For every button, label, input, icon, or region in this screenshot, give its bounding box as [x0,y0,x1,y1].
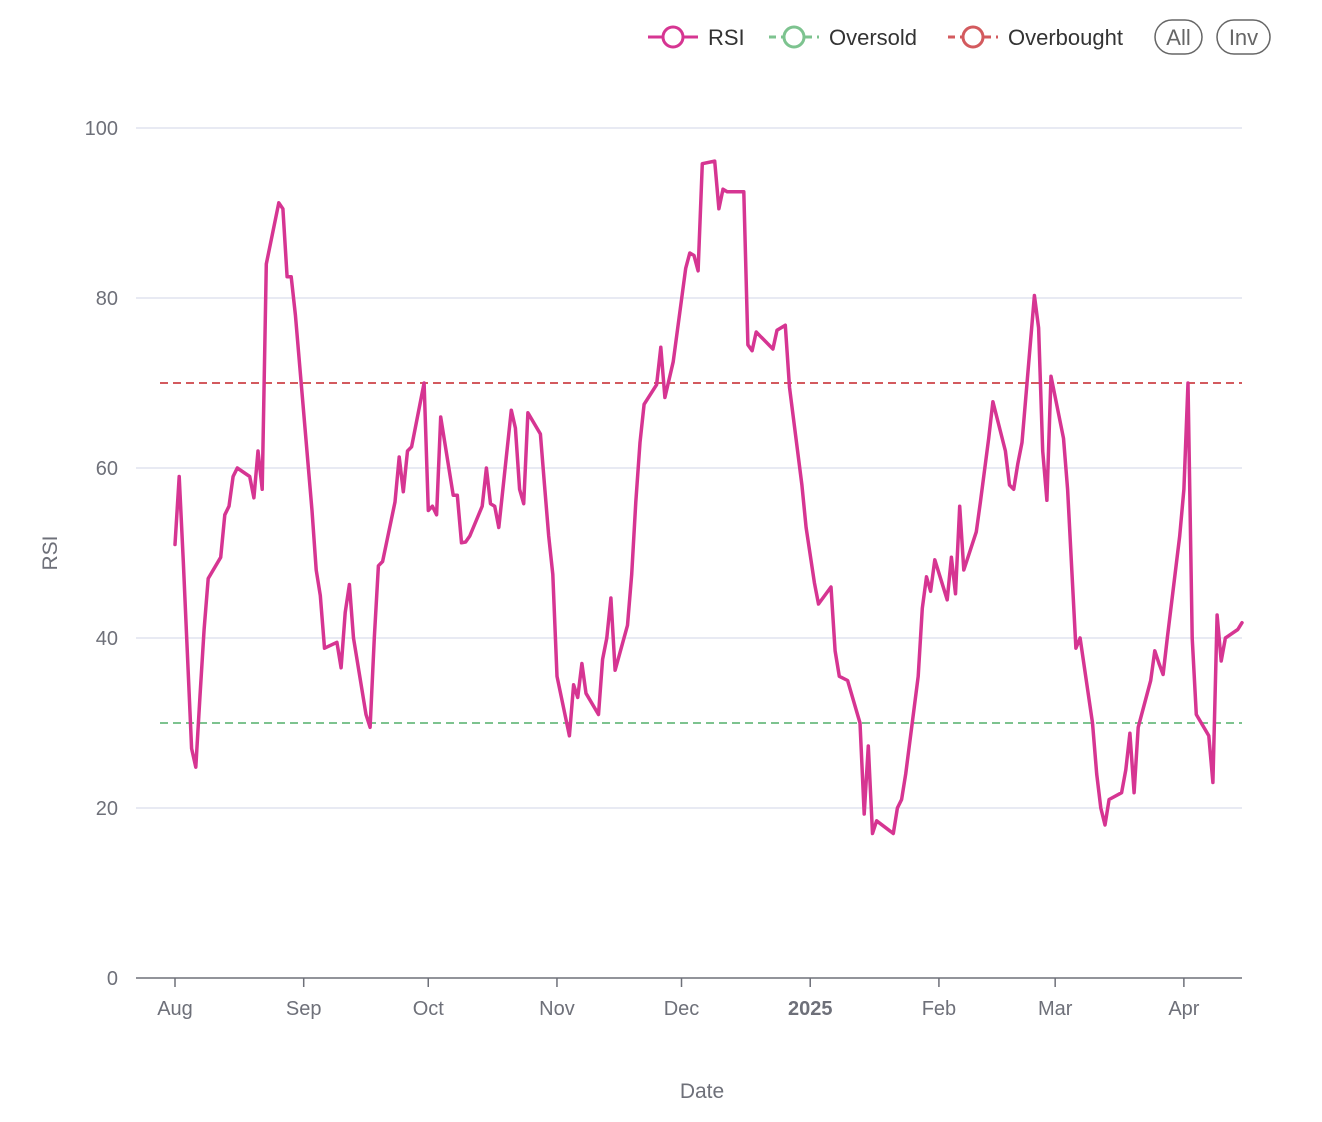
x-tick-label: Feb [922,998,956,1020]
series-line-rsi [173,159,1244,836]
legend-inverse-button[interactable]: Inv [1216,19,1271,55]
y-tick-label: 40 [96,628,118,650]
legend-marker-rsi [661,25,685,49]
x-tick-label: Mar [1038,998,1073,1020]
x-tick-label: Oct [413,998,445,1020]
legend-marker-oversold [782,25,806,49]
legend-marker-overbought [961,25,985,49]
legend-item-rsi[interactable]: RSI [648,25,745,50]
legend-label-overbought: Overbought [1008,25,1123,50]
x-axis: Aug Sep Oct Nov Dec 2025 Feb Mar Apr [136,977,1242,1020]
grid-lines [136,127,1242,809]
y-tick-label: 0 [107,968,118,990]
legend-all-button[interactable]: All [1154,19,1203,55]
legend-inv-label: Inv [1229,25,1258,50]
x-tick-label: 2025 [788,998,833,1020]
y-tick-label: 20 [96,798,118,820]
legend-item-overbought[interactable]: Overbought [948,25,1123,50]
x-axis-title: Date [680,1080,724,1103]
series-layer [173,159,1244,836]
y-axis: 0 20 40 60 80 100 [85,118,118,990]
y-axis-title: RSI [39,535,62,570]
x-tick-label: Nov [539,998,575,1020]
reference-lines [160,382,1242,724]
x-tick-label: Sep [286,998,322,1020]
legend-label-oversold: Oversold [829,25,917,50]
legend: RSI Oversold Overbought All Inv [648,19,1271,55]
legend-item-oversold[interactable]: Oversold [769,25,917,50]
x-tick-label: Aug [157,998,193,1020]
x-tick-label: Dec [664,998,700,1020]
legend-label-rsi: RSI [708,25,745,50]
y-tick-label: 100 [85,118,118,140]
legend-all-label: All [1166,25,1190,50]
y-tick-label: 60 [96,458,118,480]
x-tick-label: Apr [1168,998,1199,1020]
y-tick-label: 80 [96,288,118,310]
